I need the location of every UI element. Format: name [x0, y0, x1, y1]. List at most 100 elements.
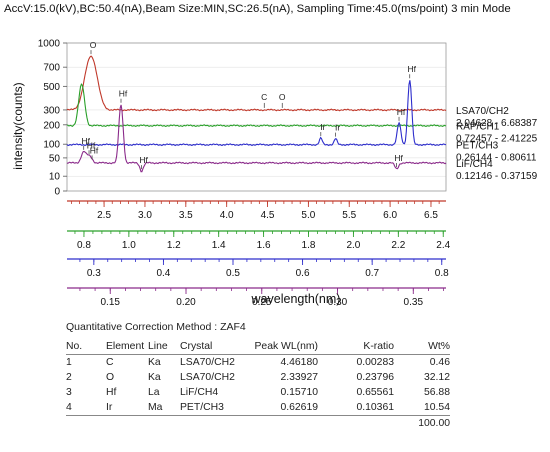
spectrum-line-4 — [66, 104, 447, 173]
table-row: 4 Ir Ma PET/CH3 0.62619 0.10361 10.54 — [66, 400, 450, 416]
peak-label: Hf — [87, 140, 96, 150]
x-tick-label: 6.0 — [383, 210, 397, 221]
y-tick-label: 700 — [43, 63, 60, 74]
header-line: Line — [148, 338, 180, 355]
peak-label: Hf — [81, 136, 90, 146]
x-tick-label: 4.5 — [261, 210, 275, 221]
cell-peak-wl: 0.15710 — [280, 387, 318, 398]
x-tick-label: 0.35 — [404, 297, 424, 308]
peak-label: Hf — [394, 153, 403, 163]
spectrum-line-2 — [66, 83, 447, 128]
series-name: LiF/CH4 — [456, 159, 493, 170]
x-tick-label: 0.7 — [365, 268, 379, 279]
cell-line: Ka — [148, 372, 161, 383]
cell-line: La — [148, 387, 160, 398]
series-range: 0.12146 - 0.37159 — [456, 171, 538, 182]
plot-frame — [66, 42, 447, 192]
series-range: 0.26144 - 0.80611 — [456, 153, 537, 164]
x-tick-label: 0.15 — [101, 297, 121, 308]
cell-crystal: LiF/CH4 — [180, 387, 219, 398]
cell-crystal: LSA70/CH2 — [180, 372, 235, 383]
x-tick-label: 0.4 — [156, 268, 170, 279]
header-element: Element — [106, 338, 148, 355]
y-tick-label: 200 — [43, 120, 60, 131]
table-row: 3 Hf La LiF/CH4 0.15710 0.65561 56.88 — [66, 385, 450, 400]
cell-no: 2 — [66, 372, 72, 383]
x-tick-label: 5.5 — [342, 210, 356, 221]
cell-element: O — [106, 372, 115, 383]
x-tick-label: 1.2 — [167, 240, 181, 251]
peak-label: Ir — [335, 123, 340, 133]
quantitative-results-table: No. Element Line Crystal Peak WL(nm) K-r… — [66, 338, 450, 431]
x-tick-label: 1.8 — [302, 240, 316, 251]
header-k-ratio: K-ratio — [318, 338, 394, 355]
cell-k-ratio: 0.65561 — [356, 387, 394, 398]
total-row: 100.00 — [66, 415, 450, 431]
y-tick-label: 500 — [43, 82, 60, 93]
spectrum-line-1 — [66, 55, 447, 112]
cell-crystal: PET/CH3 — [180, 402, 224, 413]
y-tick-label: 50 — [49, 153, 61, 164]
x-tick-label: 2.5 — [97, 210, 111, 221]
cell-no: 3 — [66, 387, 72, 398]
y-tick-label: 300 — [43, 105, 60, 116]
x-tick-label: 0.30 — [328, 297, 348, 308]
series-name: PET/CH3 — [456, 141, 499, 152]
peak-label: O — [90, 40, 97, 50]
cell-crystal: LSA70/CH2 — [180, 357, 235, 368]
correction-method: Quantitative Correction Method : ZAF4 — [66, 321, 246, 333]
x-tick-label: 1.6 — [257, 240, 271, 251]
table-header-row: No. Element Line Crystal Peak WL(nm) K-r… — [66, 338, 450, 355]
x-tick-label: 0.25 — [252, 297, 272, 308]
table-row: 2 O Ka LSA70/CH2 2.33927 0.23796 32.12 — [66, 370, 450, 385]
x-axis-label: wavelength(nm) — [251, 292, 341, 306]
total-wt: 100.00 — [394, 415, 450, 431]
y-axis-label: intensity(counts) — [11, 82, 25, 169]
series-range: 0.72457 - 2.41225 — [456, 134, 538, 145]
series-name: RAP/CH1 — [456, 122, 500, 133]
cell-k-ratio: 0.23796 — [356, 372, 394, 383]
header-crystal: Crystal — [180, 338, 240, 355]
cell-wt: 56.88 — [423, 387, 450, 398]
header-no: No. — [66, 338, 106, 355]
peak-label: Hf — [407, 64, 416, 74]
x-tick-label: 5.0 — [301, 210, 315, 221]
cell-wt: 32.12 — [423, 372, 450, 383]
peak-label: Hf — [90, 145, 99, 155]
cell-line: Ka — [148, 357, 161, 368]
cell-wt: 0.46 — [429, 357, 450, 368]
x-tick-label: 3.0 — [138, 210, 152, 221]
table-row: 1 C Ka LSA70/CH2 4.46180 0.00283 0.46 — [66, 355, 450, 371]
spectrum-line-3 — [66, 80, 447, 147]
y-tick-label: 0 — [54, 187, 60, 198]
x-tick-label: 2.2 — [391, 240, 405, 251]
x-tick-label: 0.3 — [87, 268, 101, 279]
x-tick-label: 0.8 — [435, 268, 449, 279]
x-tick-label: 3.5 — [179, 210, 193, 221]
y-tick-label: 100 — [43, 140, 60, 151]
peak-label: Hf — [119, 89, 128, 99]
y-tick-label: 10 — [49, 172, 61, 183]
cell-no: 4 — [66, 402, 72, 413]
cell-element: C — [106, 357, 114, 368]
cell-line: Ma — [148, 402, 163, 413]
cell-k-ratio: 0.00283 — [356, 357, 394, 368]
cell-peak-wl: 4.46180 — [280, 357, 318, 368]
peak-label: Hf — [397, 107, 406, 117]
cell-peak-wl: 0.62619 — [280, 402, 318, 413]
x-tick-label: 6.5 — [424, 210, 438, 221]
cell-element: Hf — [106, 387, 117, 398]
peak-label: Hf — [139, 155, 148, 165]
x-tick-label: 0.8 — [77, 240, 91, 251]
header-peak-wl: Peak WL(nm) — [240, 338, 318, 355]
cell-no: 1 — [66, 357, 72, 368]
x-tick-label: 1.4 — [212, 240, 226, 251]
cell-k-ratio: 0.10361 — [356, 402, 394, 413]
cell-peak-wl: 2.33927 — [280, 372, 318, 383]
y-tick-label: 1000 — [38, 39, 61, 50]
header-wt: Wt% — [394, 338, 450, 355]
acquisition-conditions: AccV:15.0(kV),BC:50.4(nA),Beam Size:MIN,… — [4, 3, 511, 15]
x-tick-label: 2.4 — [436, 240, 450, 251]
x-tick-label: 0.6 — [296, 268, 310, 279]
